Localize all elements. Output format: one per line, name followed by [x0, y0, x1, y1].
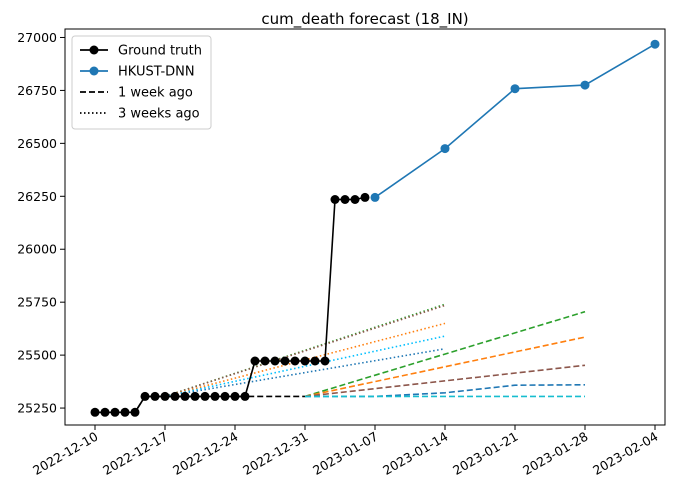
plot-frame	[64, 28, 666, 426]
data-layer	[90, 39, 660, 417]
dotted-forecast-7-line	[164, 304, 446, 398]
legend-marker-hkust-dnn	[89, 66, 99, 76]
y-tick-label: 26500	[17, 136, 57, 151]
legend-label-1-week-ago: 1 week ago	[118, 86, 193, 101]
x-tick-label: 2023-01-28	[520, 429, 590, 478]
ground-truth-point	[250, 356, 260, 366]
ground-truth-point	[240, 391, 250, 401]
legend-label-3-weeks-ago: 3 weeks ago	[118, 107, 200, 122]
ground-truth-point	[300, 356, 310, 366]
ground-truth-point	[310, 356, 320, 366]
legend-box	[71, 35, 212, 130]
ground-truth-point	[270, 356, 280, 366]
ground-truth-point	[290, 356, 300, 366]
ground-truth-point	[180, 391, 190, 401]
hkust-dnn-line	[374, 43, 656, 199]
hkust-dnn-point	[510, 84, 520, 94]
dotted-forecast-10-line	[164, 348, 446, 398]
dashed-forecast-4-line	[305, 384, 586, 398]
ground-truth-point	[190, 391, 200, 401]
ground-truth-point	[200, 391, 210, 401]
ground-truth-point	[170, 391, 180, 401]
ground-truth-point	[130, 407, 140, 417]
hkust-dnn-point	[440, 144, 450, 154]
legend-marker-ground-truth	[89, 45, 99, 55]
ground-truth-point	[110, 407, 120, 417]
y-tick-label: 25250	[17, 401, 57, 416]
chart-title: cum_death forecast (18_IN)	[261, 10, 468, 29]
ground-truth-line	[95, 196, 366, 414]
ground-truth-point	[220, 391, 230, 401]
hkust-dnn-point	[370, 192, 380, 202]
hkust-dnn-point	[650, 39, 660, 49]
ground-truth-point	[140, 391, 150, 401]
ground-truth-point	[360, 192, 370, 202]
dashed-forecast-1-line	[304, 310, 586, 398]
y-tick-label: 25750	[17, 295, 57, 310]
hkust-dnn-point	[580, 80, 590, 90]
ground-truth-point	[90, 407, 100, 417]
y-tick-label: 26250	[17, 189, 57, 204]
ground-truth-point	[280, 356, 290, 366]
ground-truth-point	[120, 407, 130, 417]
x-tick-label: 2023-01-21	[450, 429, 520, 478]
x-tick-label: 2022-12-24	[170, 429, 240, 478]
ground-truth-point	[330, 195, 340, 204]
ground-truth-point	[150, 391, 160, 401]
y-tick-label: 25500	[17, 348, 57, 363]
x-tick-label: 2023-01-07	[310, 429, 380, 478]
series-group	[90, 39, 660, 417]
ground-truth-point	[320, 356, 330, 366]
y-tick-label: 26750	[17, 83, 57, 98]
ground-truth-point	[350, 195, 360, 204]
ground-truth-point	[210, 391, 220, 401]
y-tick-label: 26000	[17, 242, 57, 257]
x-tick-label: 2022-12-17	[100, 429, 170, 478]
ground-truth-point	[230, 391, 240, 401]
dashed-forecast-3-line	[304, 364, 586, 398]
dashed-forecast-2-line	[304, 336, 586, 398]
ground-truth-point	[160, 391, 170, 401]
legend-label-hkust-dnn: HKUST-DNN	[118, 65, 195, 80]
x-tick-label: 2023-02-04	[590, 429, 660, 478]
legend: Ground truth HKUST-DNN 1 week ago 3 weeks a…	[71, 35, 212, 130]
x-tick-label: 2023-01-14	[380, 429, 450, 478]
x-tick-label: 2022-12-10	[30, 429, 100, 478]
ground-truth-point	[340, 195, 350, 204]
ground-truth-point	[260, 356, 270, 366]
x-tick-label: 2022-12-31	[240, 429, 310, 478]
legend-label-ground-truth: Ground truth	[118, 44, 202, 59]
ground-truth-point	[100, 407, 110, 417]
y-tick-label: 27000	[17, 30, 57, 45]
